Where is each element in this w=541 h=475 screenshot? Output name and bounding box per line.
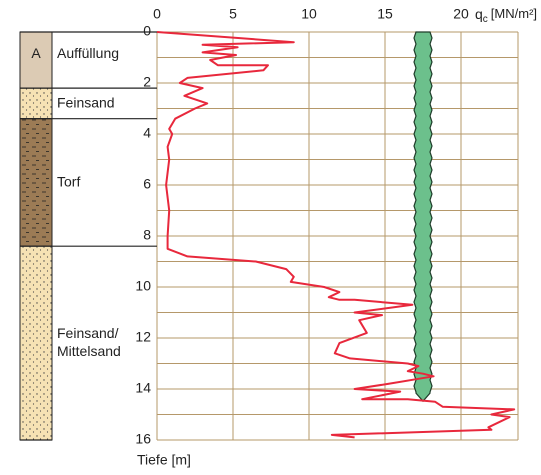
y-tick-label: 16	[135, 431, 151, 447]
layer-label: Feinsand/Mittelsand	[57, 325, 121, 359]
y-tick-label: 2	[143, 74, 151, 90]
x-tick-label: 15	[377, 6, 393, 22]
y-tick-label: 8	[143, 227, 151, 243]
soil-pattern	[20, 88, 52, 119]
x-tick-label: 10	[301, 6, 317, 22]
layer-symbol: A	[31, 45, 41, 61]
pile	[414, 32, 432, 401]
x-tick-label: 20	[453, 6, 469, 22]
soil-pattern	[20, 246, 52, 440]
y-tick-label: 14	[135, 380, 151, 396]
layer-label: Feinsand	[57, 94, 115, 110]
y-tick-label: 10	[135, 278, 151, 294]
layer-label: Auffüllung	[57, 45, 119, 61]
x-tick-label: 0	[153, 6, 161, 22]
x-axis-label-symbol: q	[475, 6, 483, 22]
y-tick-label: 6	[143, 176, 151, 192]
layer-label: Torf	[57, 173, 80, 189]
x-tick-label: 5	[229, 6, 237, 22]
x-axis-label-subscript: c	[483, 14, 488, 25]
y-tick-label: 4	[143, 125, 151, 141]
y-axis-label: Tiefe [m]	[137, 452, 191, 468]
chart: Tiefe [m] 0 2 4 6 8 10 12 14 16 0 5 10 15 20 qc[MN/m²]…	[0, 0, 541, 475]
soil-pattern	[20, 119, 52, 247]
y-tick-label: 0	[143, 23, 151, 39]
x-axis-label-unit: [MN/m²]	[491, 6, 537, 21]
y-tick-label: 12	[135, 329, 151, 345]
x-axis-label: qc[MN/m²]	[475, 6, 537, 25]
